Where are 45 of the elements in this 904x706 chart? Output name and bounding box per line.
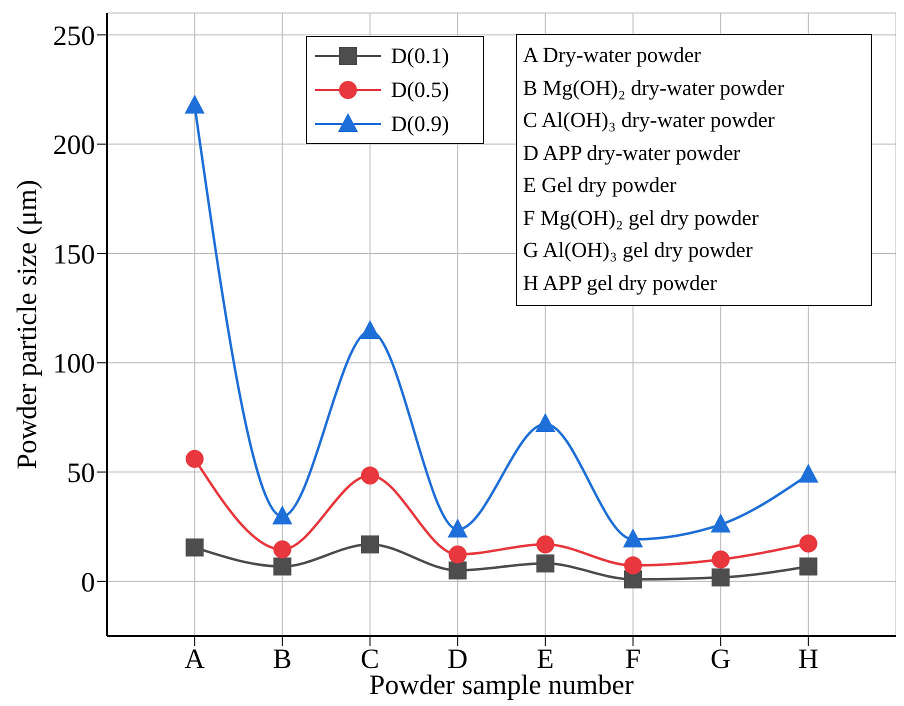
point <box>186 450 204 468</box>
annotation: F Mg(OH)₂ gel dry powder <box>523 204 760 232</box>
point <box>624 556 642 574</box>
annotation: E Gel dry powder <box>523 172 678 199</box>
annotation: B Mg(OH)₂ dry-water powder <box>523 74 786 102</box>
y-tick-label: 100 <box>53 348 95 380</box>
point <box>536 554 554 572</box>
point <box>361 466 379 485</box>
point <box>448 545 467 564</box>
y-tick-label: 250 <box>53 20 95 52</box>
y-tick-label: 0 <box>81 567 95 598</box>
point <box>448 561 467 580</box>
annotation: D APP dry-water powder <box>523 140 742 167</box>
x-tick-label: G <box>710 644 731 675</box>
legend-label: D(0.5) <box>391 77 450 103</box>
point <box>799 557 818 576</box>
point <box>361 535 379 554</box>
point <box>710 514 731 533</box>
point <box>798 464 818 483</box>
annotation: H APP gel dry powder <box>523 270 718 297</box>
point <box>712 550 730 568</box>
point <box>186 538 204 556</box>
point <box>712 568 730 586</box>
x-tick-label: H <box>798 644 818 675</box>
point <box>536 535 554 554</box>
point <box>799 534 818 553</box>
point <box>272 505 292 524</box>
point <box>623 528 643 548</box>
y-tick-label: 200 <box>53 130 95 162</box>
point <box>184 94 205 114</box>
legend-label: D(0.9) <box>391 111 450 137</box>
point <box>273 540 292 558</box>
point <box>273 557 292 576</box>
y-tick-label: 50 <box>67 458 95 489</box>
annotation: A Dry-water powder <box>523 42 702 69</box>
x-tick-label: B <box>272 644 292 675</box>
y-axis-title: Powder particle size (μm) <box>12 180 43 470</box>
annotation: G Al(OH)₃ gel dry powder <box>523 237 754 264</box>
x-tick-label: A <box>184 644 206 675</box>
legend-label: D(0.1) <box>391 43 450 69</box>
point <box>360 320 380 340</box>
point <box>535 412 556 432</box>
point <box>448 518 468 538</box>
annotation: C Al(OH)₃ dry-water powder <box>523 107 776 134</box>
y-tick-label: 150 <box>53 239 95 270</box>
